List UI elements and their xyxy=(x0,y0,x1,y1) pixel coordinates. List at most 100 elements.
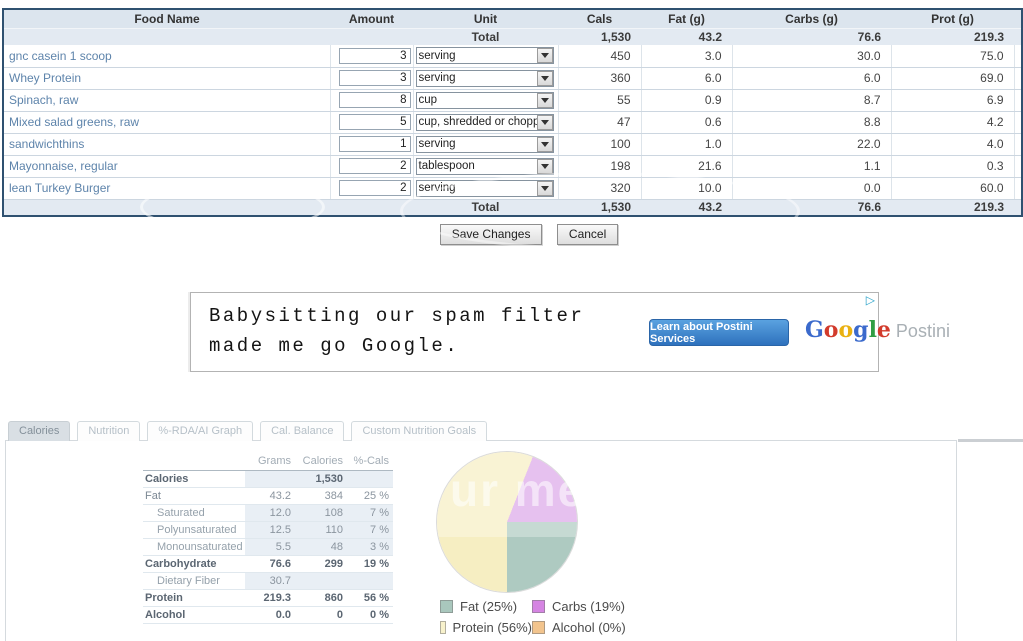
chevron-down-icon[interactable] xyxy=(536,92,553,108)
total-cals: 1,530 xyxy=(558,199,641,216)
chevron-down-icon[interactable] xyxy=(536,70,553,86)
cell-carbs: 30.0 xyxy=(731,45,891,68)
col-header-amount: Amount xyxy=(330,9,413,29)
unit-select[interactable]: cup, shredded or chopp xyxy=(415,113,554,131)
cell-carbs: 8.7 xyxy=(731,89,891,112)
nutrient-label: Carbohydrate xyxy=(143,555,245,573)
legend-swatch xyxy=(440,621,446,634)
amount-input[interactable] xyxy=(338,180,411,196)
unit-select-value: cup, shredded or chopp xyxy=(418,116,537,128)
nutrient-grams: 219.3 xyxy=(245,589,295,607)
nutrition-row: Polyunsaturated 12.5 110 7 % xyxy=(143,521,393,539)
nutrient-calories: 384 xyxy=(295,487,347,505)
food-name-link[interactable]: sandwichthins xyxy=(9,137,85,151)
cell-cals: 47 xyxy=(557,111,641,134)
ad-headline-line1: Babysitting our spam filter xyxy=(209,305,585,327)
tab[interactable]: Nutrition xyxy=(77,421,141,441)
food-name-link[interactable]: Whey Protein xyxy=(9,71,82,85)
unit-select[interactable]: serving xyxy=(415,47,554,65)
cell-cals: 198 xyxy=(557,155,641,178)
unit-select[interactable]: serving xyxy=(415,135,554,153)
tab[interactable]: Cal. Balance xyxy=(260,421,345,441)
total-fat: 43.2 xyxy=(641,28,732,45)
nutrition-row: Alcohol 0.0 0 0 % xyxy=(143,606,393,624)
cell-prot: 4.2 xyxy=(890,111,1014,134)
google-postini-logo: Google Postini xyxy=(805,317,950,343)
ad-banner[interactable]: Babysitting our spam filter made me go G… xyxy=(190,292,950,372)
nutrition-row: Carbohydrate 76.6 299 19 % xyxy=(143,555,393,573)
nutrient-pcals: 0 % xyxy=(347,606,393,624)
nutrient-pcals: 7 % xyxy=(347,504,393,522)
save-changes-button[interactable]: Save Changes xyxy=(439,224,543,245)
total-cals: 1,530 xyxy=(558,28,641,45)
form-actions: Save Changes Cancel xyxy=(0,224,1023,245)
cell-fat: 6.0 xyxy=(640,67,732,90)
unit-select[interactable]: cup xyxy=(415,91,554,109)
ad-cta-button[interactable]: Learn about Postini Services xyxy=(649,319,789,346)
nutrient-calories: 299 xyxy=(295,555,347,573)
col-header-pcals: %-Cals xyxy=(347,455,393,471)
chevron-down-icon[interactable] xyxy=(536,48,553,64)
food-name-link[interactable]: lean Turkey Burger xyxy=(9,181,111,195)
table-row: Whey Protein serving 360 6.0 6.0 69.0 xyxy=(3,67,1022,90)
table-row: Spinach, raw cup 55 0.9 8.7 6.9 xyxy=(3,89,1022,112)
tab[interactable]: %-RDA/AI Graph xyxy=(147,421,254,441)
ad-headline-line2: made me go Google. xyxy=(209,335,460,357)
nutrient-grams: 5.5 xyxy=(245,538,295,556)
cell-carbs: 22.0 xyxy=(731,133,891,156)
cell-prot: 75.0 xyxy=(890,45,1014,68)
col-header-unit: Unit xyxy=(413,9,558,29)
col-header-cals: Cals xyxy=(558,9,641,29)
watermark-wash xyxy=(437,452,577,538)
chevron-down-icon[interactable] xyxy=(536,114,553,130)
unit-select[interactable]: tablespoon xyxy=(415,157,554,175)
nutrient-grams: 30.7 xyxy=(245,572,295,590)
pie-legend: Fat (25%) Carbs (19%) Protein (56%) Alco… xyxy=(440,599,626,635)
unit-select[interactable]: serving xyxy=(415,179,554,197)
nutrition-row: Saturated 12.0 108 7 % xyxy=(143,504,393,522)
tab[interactable]: Custom Nutrition Goals xyxy=(351,421,488,441)
nutrient-pcals: 19 % xyxy=(347,555,393,573)
total-prot: 219.3 xyxy=(891,28,1014,45)
nutrient-grams xyxy=(245,470,295,488)
table-row: sandwichthins serving 100 1.0 22.0 4.0 xyxy=(3,133,1022,156)
cell-prot: 4.0 xyxy=(890,133,1014,156)
nutrition-row: Fat 43.2 384 25 % xyxy=(143,487,393,505)
unit-select-value: serving xyxy=(418,182,456,194)
nutrient-label: Alcohol xyxy=(143,606,245,624)
amount-input[interactable] xyxy=(338,158,411,174)
amount-input[interactable] xyxy=(338,47,411,64)
nutrient-label: Protein xyxy=(143,589,245,607)
nutrient-label: Polyunsaturated xyxy=(143,521,245,539)
chevron-down-icon[interactable] xyxy=(536,180,553,196)
amount-input[interactable] xyxy=(338,114,411,130)
adchoices-icon[interactable]: ▷ xyxy=(865,293,875,307)
google-logo: Google xyxy=(805,317,891,343)
food-name-link[interactable]: Mayonnaise, regular xyxy=(9,159,118,173)
nutrition-row: Protein 219.3 860 56 % xyxy=(143,589,393,607)
food-name-link[interactable]: Mixed salad greens, raw xyxy=(9,115,140,129)
amount-input[interactable] xyxy=(338,92,411,108)
col-header-fat: Fat (g) xyxy=(641,9,732,29)
nutrient-pcals: 3 % xyxy=(347,538,393,556)
cell-carbs: 1.1 xyxy=(731,155,891,178)
cell-prot: 69.0 xyxy=(890,67,1014,90)
col-header-clipped xyxy=(1014,9,1022,29)
pie-chart xyxy=(437,452,577,592)
unit-select[interactable]: serving xyxy=(415,69,554,87)
amount-input[interactable] xyxy=(338,70,411,86)
cancel-button[interactable]: Cancel xyxy=(556,224,619,245)
amount-input[interactable] xyxy=(338,136,411,152)
tab[interactable]: Calories xyxy=(8,421,71,441)
legend-swatch xyxy=(440,600,453,613)
col-header-carbs: Carbs (g) xyxy=(732,9,891,29)
legend-label: Fat (25%) xyxy=(460,599,518,614)
chevron-down-icon[interactable] xyxy=(536,136,553,152)
chevron-down-icon[interactable] xyxy=(536,158,553,174)
nutrient-label: Saturated xyxy=(143,504,245,522)
cell-carbs: 0.0 xyxy=(731,177,891,200)
food-name-link[interactable]: gnc casein 1 scoop xyxy=(9,48,112,63)
food-name-link[interactable]: Spinach, raw xyxy=(9,93,79,107)
cell-fat: 10.0 xyxy=(640,177,732,200)
unit-select-value: serving xyxy=(418,72,456,84)
